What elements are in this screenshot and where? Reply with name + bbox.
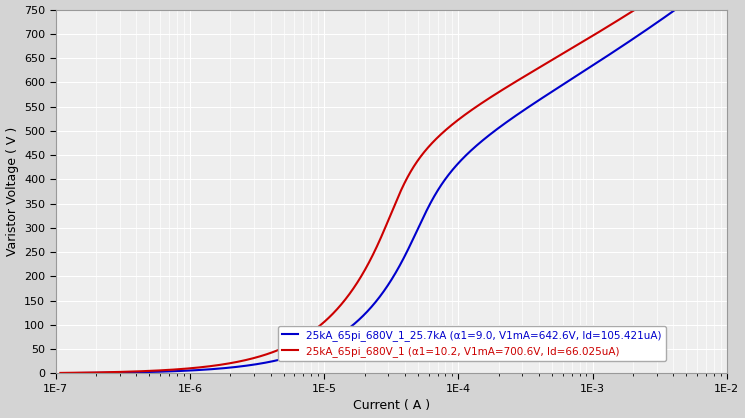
- 25kA_65pi_680V_1_25.7kA (α1=9.0, V1mA=642.6V, Id=105.421uA): [342, 327, 351, 332]
- 25kA_65pi_680V_1_25.7kA (α1=9.0, V1mA=642.6V, Id=105.421uA): [60, 371, 69, 376]
- X-axis label: Current ( A ): Current ( A ): [352, 400, 430, 413]
- 25kA_65pi_680V_1_25.7kA (α1=9.0, V1mA=642.6V, Id=105.421uA): [387, 277, 396, 282]
- Line: 25kA_65pi_680V_1_25.7kA (α1=9.0, V1mA=642.6V, Id=105.421uA): 25kA_65pi_680V_1_25.7kA (α1=9.0, V1mA=64…: [64, 10, 676, 373]
- 25kA_65pi_680V_1 (α1=10.2, V1mA=700.6V, Id=66.025uA): [56, 370, 65, 375]
- 25kA_65pi_680V_1 (α1=10.2, V1mA=700.6V, Id=66.025uA): [499, 87, 508, 92]
- 25kA_65pi_680V_1_25.7kA (α1=9.0, V1mA=642.6V, Id=105.421uA): [427, 199, 436, 204]
- Legend: 25kA_65pi_680V_1_25.7kA (α1=9.0, V1mA=642.6V, Id=105.421uA), 25kA_65pi_680V_1 (α: 25kA_65pi_680V_1_25.7kA (α1=9.0, V1mA=64…: [278, 326, 666, 361]
- 25kA_65pi_680V_1 (α1=10.2, V1mA=700.6V, Id=66.025uA): [372, 243, 381, 248]
- 25kA_65pi_680V_1_25.7kA (α1=9.0, V1mA=642.6V, Id=105.421uA): [594, 59, 603, 64]
- 25kA_65pi_680V_1_25.7kA (α1=9.0, V1mA=642.6V, Id=105.421uA): [419, 215, 428, 220]
- 25kA_65pi_680V_1 (α1=10.2, V1mA=700.6V, Id=66.025uA): [631, 7, 640, 12]
- Y-axis label: Varistor Voltage ( V ): Varistor Voltage ( V ): [5, 127, 19, 256]
- 25kA_65pi_680V_1 (α1=10.2, V1mA=700.6V, Id=66.025uA): [362, 265, 371, 270]
- 25kA_65pi_680V_1 (α1=10.2, V1mA=700.6V, Id=66.025uA): [627, 9, 636, 14]
- 25kA_65pi_680V_1_25.7kA (α1=9.0, V1mA=642.6V, Id=105.421uA): [671, 7, 680, 12]
- 25kA_65pi_680V_1_25.7kA (α1=9.0, V1mA=642.6V, Id=105.421uA): [638, 30, 647, 35]
- 25kA_65pi_680V_1 (α1=10.2, V1mA=700.6V, Id=66.025uA): [498, 87, 507, 92]
- 25kA_65pi_680V_1 (α1=10.2, V1mA=700.6V, Id=66.025uA): [580, 38, 589, 43]
- Line: 25kA_65pi_680V_1 (α1=10.2, V1mA=700.6V, Id=66.025uA): 25kA_65pi_680V_1 (α1=10.2, V1mA=700.6V, …: [60, 10, 635, 373]
